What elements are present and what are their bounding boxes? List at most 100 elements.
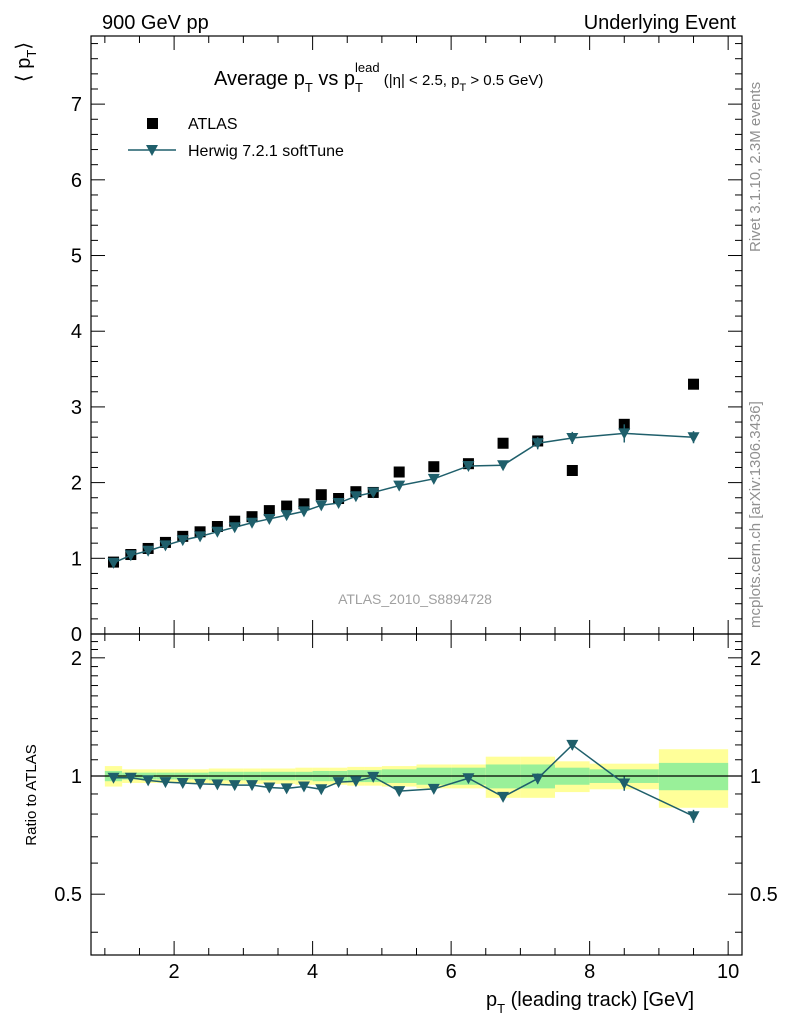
atlas-data-point — [263, 505, 275, 517]
x-ticks: 2 4 6 8 10 — [104, 36, 739, 983]
atlas-data-point — [281, 500, 293, 512]
y-ticks-ratio: 0.5 0.5 1 1 2 2 — [54, 641, 778, 933]
herwig-point — [246, 517, 259, 529]
herwig-point — [194, 531, 207, 543]
x-tick-label: 10 — [717, 961, 739, 983]
herwig-point — [618, 428, 631, 440]
legend-atlas-marker — [147, 118, 158, 129]
y-axis-label-top: ⟨ pT⟩ — [13, 42, 39, 82]
y-tick-label-ratio: 0.5 — [54, 884, 82, 906]
herwig-ratio-point — [393, 786, 406, 798]
header-left-label: 900 GeV pp — [102, 12, 209, 34]
svg-text:⟨ pT⟩: ⟨ pT⟩ — [13, 42, 39, 82]
herwig-ratio-point — [297, 781, 310, 793]
atlas-data-point — [428, 461, 440, 473]
herwig-point — [280, 510, 293, 522]
herwig-point — [531, 438, 544, 450]
herwig-point — [263, 513, 276, 525]
x-tick-label: 2 — [169, 961, 180, 983]
herwig-ratio-point — [497, 791, 510, 803]
herwig-point — [393, 480, 406, 492]
herwig-ratio-point — [687, 811, 700, 823]
legend-atlas-label: ATLAS — [188, 116, 238, 133]
y-tick-label-top: 5 — [71, 246, 82, 268]
herwig-ratio-series — [107, 739, 700, 823]
atlas-data-point — [298, 498, 310, 510]
chart-title: Average pT vs pTlead (|η| < 2.5, pT > 0.… — [214, 60, 543, 95]
herwig-point — [315, 500, 328, 512]
y-tick-label-ratio-right: 0.5 — [750, 884, 778, 906]
y-label-close: ⟩ — [13, 42, 35, 50]
x-tick-label: 8 — [584, 961, 595, 983]
ratio-uncertainty-bands — [104, 749, 729, 808]
herwig-ratio-point — [367, 771, 380, 783]
herwig-point — [497, 460, 510, 472]
herwig-point — [124, 550, 137, 562]
herwig-ratio-point — [142, 775, 155, 787]
herwig-point — [107, 557, 120, 569]
herwig-point — [228, 522, 241, 534]
herwig-ratio-point — [280, 783, 293, 795]
y-tick-label-top: 4 — [71, 321, 82, 343]
herwig-point — [332, 498, 345, 510]
herwig-ratio-point — [462, 773, 475, 785]
y-axis-label-ratio: Ratio to ATLAS — [23, 744, 40, 845]
herwig-ratio-point — [246, 780, 259, 792]
herwig-point — [367, 487, 380, 499]
herwig-ratio-point — [349, 776, 362, 788]
herwig-ratio-point — [618, 778, 631, 790]
legend-herwig-marker — [146, 145, 158, 156]
herwig-point — [159, 540, 172, 552]
header-right-label: Underlying Event — [584, 12, 737, 34]
y-tick-label-ratio: 2 — [71, 648, 82, 670]
atlas-data-point — [229, 515, 241, 527]
herwig-point — [349, 491, 362, 503]
atlas-data-point — [566, 464, 578, 476]
analysis-watermark: ATLAS_2010_S8894728 — [338, 591, 492, 607]
y-tick-label-ratio: 1 — [71, 766, 82, 788]
y-label-open: ⟨ p — [13, 58, 35, 82]
y-tick-label-top: 1 — [71, 548, 82, 570]
herwig-ratio-point — [176, 777, 189, 789]
herwig-ratio-point — [228, 780, 241, 792]
herwig-ratio-point — [531, 773, 544, 785]
y-tick-label-top: 0 — [71, 624, 82, 646]
x-axis-label: pT (leading track) [GeV] — [486, 989, 694, 1016]
herwig-ratio-point — [315, 784, 328, 796]
x-tick-label: 4 — [307, 961, 318, 983]
herwig-point — [211, 526, 224, 538]
herwig-point — [176, 535, 189, 547]
rivet-label: Rivet 3.1.10, 2.3M events — [747, 82, 764, 252]
herwig-point — [427, 473, 440, 485]
herwig-point — [142, 545, 155, 557]
y-tick-label-top: 3 — [71, 397, 82, 419]
herwig-ratio-point — [566, 739, 579, 751]
herwig-point — [687, 432, 700, 444]
atlas-data-point — [497, 437, 509, 449]
y-tick-label-top: 2 — [71, 473, 82, 495]
y-tick-label-ratio-right: 2 — [750, 648, 761, 670]
y-tick-label-ratio-right: 1 — [750, 766, 761, 788]
y-label-sub: T — [24, 50, 39, 58]
herwig-ratio-point — [194, 778, 207, 790]
herwig-ratio-point — [332, 777, 345, 789]
herwig-point — [462, 460, 475, 472]
x-tick-label: 6 — [446, 961, 457, 983]
atlas-data-point — [246, 511, 258, 523]
atlas-data-point — [315, 489, 327, 501]
legend: ATLAS Herwig 7.2.1 softTune — [128, 116, 344, 160]
herwig-ratio-point — [124, 772, 137, 784]
herwig-ratio-point — [159, 777, 172, 789]
atlas-data-point — [211, 521, 223, 533]
atlas-data-point — [393, 466, 405, 478]
atlas-data-point — [688, 378, 700, 390]
herwig-point — [297, 506, 310, 518]
herwig-ratio-point — [263, 782, 276, 794]
herwig-series — [107, 424, 700, 569]
y-tick-label-top: 7 — [71, 94, 82, 116]
herwig-ratio-point — [107, 772, 120, 784]
y-ticks-top: 0 1 2 3 4 5 6 7 — [71, 43, 742, 646]
herwig-ratio-point — [427, 783, 440, 795]
y-tick-label-top: 6 — [71, 170, 82, 192]
